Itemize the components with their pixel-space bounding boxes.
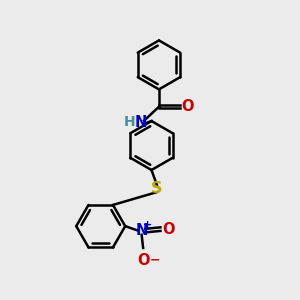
Text: O: O	[137, 253, 149, 268]
Text: S: S	[151, 181, 163, 196]
Text: −: −	[150, 253, 160, 266]
Text: O: O	[182, 99, 194, 114]
Text: N: N	[136, 223, 148, 238]
Text: O: O	[163, 222, 175, 237]
Text: +: +	[143, 220, 152, 230]
Text: N: N	[134, 115, 147, 130]
Text: H: H	[123, 115, 135, 129]
